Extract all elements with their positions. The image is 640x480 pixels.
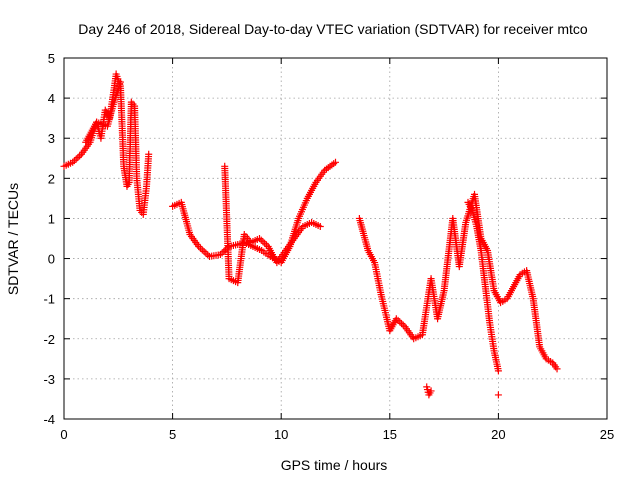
series-mtco: [60, 70, 561, 373]
x-tick-label: 10: [274, 427, 288, 442]
y-tick-label: -2: [43, 332, 55, 347]
y-tick-label: 5: [48, 51, 55, 66]
y-tick-label: 3: [48, 131, 55, 146]
data-point: [427, 387, 435, 395]
x-tick-label: 25: [600, 427, 614, 442]
x-tick-label: 20: [491, 427, 505, 442]
x-axis-label: GPS time / hours: [281, 457, 388, 473]
y-axis-label: SDTVAR / TECUs: [5, 183, 21, 295]
data-point: [332, 158, 339, 166]
chart-title: Day 246 of 2018, Sidereal Day-to-day VTE…: [78, 21, 588, 37]
y-tick-label: -3: [43, 372, 55, 387]
data-point: [494, 367, 502, 375]
data-point: [145, 150, 153, 158]
x-tick-label: 0: [60, 427, 67, 442]
y-tick-label: 0: [48, 252, 55, 267]
y-tick-label: 1: [48, 211, 55, 226]
data-points: [60, 70, 561, 399]
axis-ticks: 0 5 10 15 20 25 -4 -3 -2 -1 0 1 2 3 4 5: [43, 51, 614, 442]
data-point: [553, 365, 561, 373]
data-point: [116, 78, 124, 86]
series-mtco-secondary: [82, 78, 502, 399]
y-tick-label: -4: [43, 412, 55, 427]
data-point: [494, 391, 502, 399]
y-tick-label: 2: [48, 171, 55, 186]
x-tick-label: 15: [383, 427, 397, 442]
x-tick-label: 5: [169, 427, 176, 442]
grid: [64, 58, 607, 419]
data-point: [316, 222, 324, 230]
y-tick-label: 4: [48, 91, 55, 106]
y-tick-label: -1: [43, 292, 55, 307]
plot-frame: [63, 57, 608, 420]
